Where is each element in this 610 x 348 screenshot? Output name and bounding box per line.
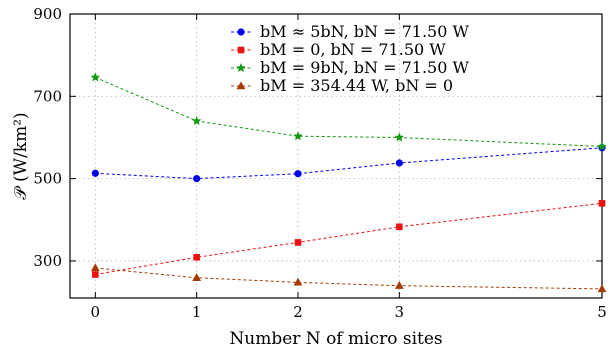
data-point	[90, 263, 100, 272]
x-tick-label: 2	[293, 303, 303, 321]
y-tick-label: 300	[33, 252, 62, 270]
x-tick-label: 0	[91, 303, 101, 321]
legend-marker	[236, 81, 246, 90]
data-point	[92, 271, 99, 278]
series-line	[95, 76, 603, 147]
data-point	[598, 200, 606, 207]
legend-marker	[236, 63, 246, 73]
series-line	[95, 147, 603, 180]
legend-label: bM = 0, bN = 71.50 W	[260, 40, 446, 59]
legend-marker	[237, 28, 245, 36]
legend-label: bM = 354.44 W, bN = 0	[260, 76, 453, 95]
plot-frame	[69, 13, 603, 299]
legend-marker	[237, 46, 245, 54]
data-point	[394, 281, 404, 289]
data-point	[191, 116, 202, 126]
data-point	[90, 72, 101, 82]
x-axis-label: Number N of micro sites	[229, 329, 442, 348]
data-point	[395, 159, 403, 167]
series-3	[90, 263, 607, 293]
data-point	[293, 131, 303, 141]
data-point	[193, 253, 200, 261]
series-0	[91, 144, 606, 183]
series-group	[90, 72, 607, 293]
series-line	[95, 202, 603, 275]
y-tick-label: 900	[33, 5, 62, 23]
series-1	[92, 200, 606, 278]
legend: bM ≈ 5bN, bN = 71.50 WbM = 0, bN = 71.50…	[231, 22, 469, 95]
data-point	[91, 169, 99, 177]
y-axis-label: 𝒫 (W/km²)	[11, 112, 31, 199]
legend-item: bM ≈ 5bN, bN = 71.50 W	[231, 22, 469, 41]
data-point	[193, 175, 201, 183]
x-tick-label: 3	[395, 303, 405, 321]
data-point	[396, 223, 403, 231]
data-point	[293, 277, 303, 286]
series-line	[95, 267, 603, 290]
data-point	[597, 141, 607, 151]
x-tick-label: 5	[597, 303, 607, 321]
legend-label: bM ≈ 5bN, bN = 71.50 W	[260, 22, 469, 41]
y-tick-label: 500	[33, 170, 62, 188]
legend-item: bM = 9bN, bN = 71.50 W	[231, 58, 469, 77]
legend-item: bM = 354.44 W, bN = 0	[231, 76, 453, 95]
data-point	[294, 239, 302, 246]
data-point	[597, 284, 607, 293]
x-tick-label: 1	[192, 303, 202, 321]
y-tick-label: 700	[33, 87, 62, 105]
data-point	[394, 132, 405, 142]
data-point	[192, 273, 202, 282]
series-2	[90, 72, 607, 151]
axis-ticks: 0 1 2 3 5 300 500 700 900	[33, 5, 606, 321]
legend-label: bM = 9bN, bN = 71.50 W	[260, 58, 469, 77]
data-point	[294, 170, 302, 178]
legend-item: bM = 0, bN = 71.50 W	[231, 40, 446, 59]
